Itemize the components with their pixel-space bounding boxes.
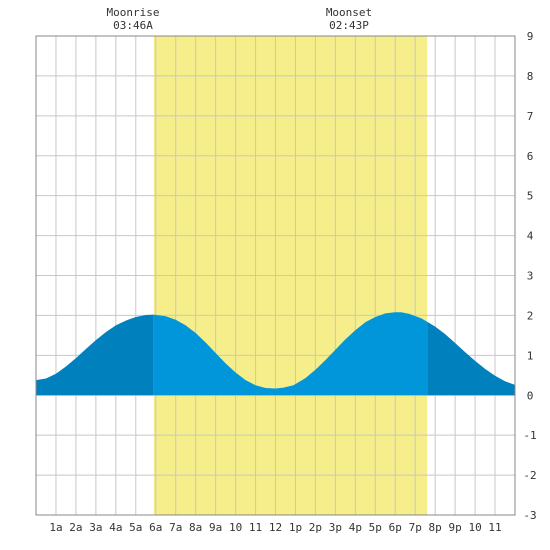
x-tick-label: 10 bbox=[229, 521, 242, 534]
y-tick-label: 3 bbox=[527, 270, 534, 283]
x-tick-label: 4a bbox=[109, 521, 122, 534]
y-tick-label: -1 bbox=[523, 429, 536, 442]
y-tick-label: 0 bbox=[527, 389, 534, 402]
tide-area-layer bbox=[36, 312, 515, 396]
x-tick-label: 7p bbox=[409, 521, 422, 534]
y-tick-label: 5 bbox=[527, 190, 534, 203]
moonrise-time: 03:46A bbox=[113, 19, 153, 32]
x-tick-label: 6a bbox=[149, 521, 162, 534]
moon-annotations: Moonrise 03:46A Moonset 02:43P bbox=[107, 6, 373, 32]
y-tick-label: 8 bbox=[527, 70, 534, 83]
x-axis-tick-labels: 1a 2a 3a 4a 5a 6a 7a 8a 9a 10 11 12 1p 2p 3p 4p 5p 6p 7p 8p… bbox=[49, 521, 501, 534]
x-tick-label: 2a bbox=[69, 521, 82, 534]
x-tick-label: 8p bbox=[429, 521, 442, 534]
moonset-label: Moonset bbox=[326, 6, 372, 19]
tide-area-night-evening bbox=[427, 321, 515, 396]
x-tick-label: 5a bbox=[129, 521, 142, 534]
moonrise-label: Moonrise bbox=[107, 6, 160, 19]
tide-area-night-morning bbox=[36, 314, 154, 396]
x-tick-label: 11 bbox=[488, 521, 501, 534]
x-tick-label: 11 bbox=[249, 521, 262, 534]
x-tick-label: 7a bbox=[169, 521, 182, 534]
x-tick-label: 6p bbox=[389, 521, 402, 534]
x-tick-label: 9a bbox=[209, 521, 222, 534]
x-tick-label: 1p bbox=[289, 521, 302, 534]
y-tick-label: 9 bbox=[527, 30, 534, 43]
x-tick-label: 5p bbox=[369, 521, 382, 534]
x-tick-label: 10 bbox=[468, 521, 481, 534]
x-tick-label: 3a bbox=[89, 521, 102, 534]
tide-area-daylight bbox=[153, 312, 428, 396]
y-tick-label: 7 bbox=[527, 110, 534, 123]
x-tick-label: 8a bbox=[189, 521, 202, 534]
x-tick-label: 4p bbox=[349, 521, 362, 534]
y-tick-label: 1 bbox=[527, 349, 534, 362]
x-tick-label: 9p bbox=[449, 521, 462, 534]
x-tick-label: 3p bbox=[329, 521, 342, 534]
y-tick-label: 6 bbox=[527, 150, 534, 163]
y-tick-label: 2 bbox=[527, 309, 534, 322]
x-tick-label: 12 bbox=[269, 521, 282, 534]
x-tick-label: 2p bbox=[309, 521, 322, 534]
plot-border bbox=[35, 35, 516, 516]
grid-layer bbox=[36, 36, 515, 515]
moonset-time: 02:43P bbox=[329, 19, 369, 32]
y-tick-label: 4 bbox=[527, 230, 534, 243]
y-tick-label: -3 bbox=[523, 509, 536, 522]
y-axis-tick-labels: -3 -2 -1 0 1 2 3 4 5 6 7 8 9 bbox=[523, 30, 536, 522]
plot-frame bbox=[35, 35, 516, 516]
y-tick-label: -2 bbox=[523, 469, 536, 482]
x-tick-label: 1a bbox=[49, 521, 62, 534]
